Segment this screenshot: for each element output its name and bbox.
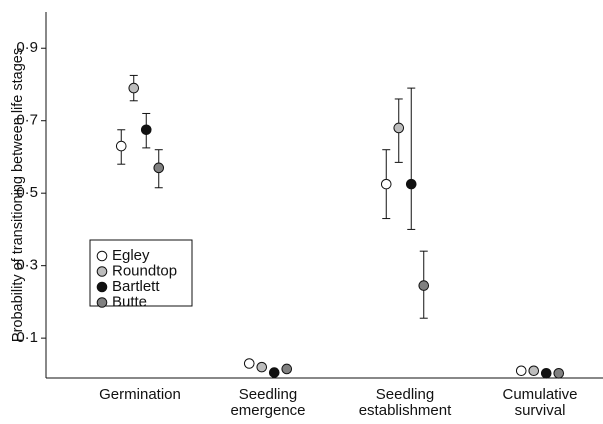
legend-label: Bartlett — [112, 278, 160, 295]
point — [540, 367, 552, 379]
x-tick-label: survival — [515, 402, 566, 419]
x-tick-label: emergence — [230, 402, 305, 419]
point — [256, 361, 268, 373]
legend-label: Butte — [112, 293, 147, 310]
x-tick-label: Cumulative — [502, 386, 577, 403]
point — [140, 124, 152, 136]
point — [380, 178, 392, 190]
legend-marker — [96, 281, 108, 293]
x-tick-label: Germination — [99, 386, 181, 403]
legend-marker — [96, 250, 108, 262]
point — [393, 122, 405, 134]
x-tick-label: Seedling — [239, 386, 297, 403]
y-tick-label: 0·1 — [16, 329, 38, 346]
y-tick-label: 0·7 — [16, 112, 38, 129]
legend-label: Roundtop — [112, 262, 177, 279]
x-tick-label: establishment — [359, 402, 452, 419]
legend-marker — [96, 297, 108, 308]
point — [553, 367, 565, 379]
y-tick-label: 0·3 — [16, 257, 38, 274]
point — [281, 363, 293, 375]
point — [268, 367, 280, 378]
x-tick-label: Seedling — [376, 386, 434, 403]
y-tick-label: 0·9 — [16, 39, 38, 56]
point — [418, 280, 430, 291]
point — [515, 365, 527, 377]
point — [153, 162, 165, 174]
y-tick-label: 0·5 — [16, 184, 38, 201]
point — [528, 365, 540, 377]
point — [405, 178, 417, 190]
point — [115, 140, 127, 152]
legend-marker — [96, 266, 108, 277]
y-axis-label: Probability of transitioning between lif… — [10, 48, 26, 342]
legend-label: Egley — [112, 247, 150, 264]
point — [128, 82, 140, 94]
point — [243, 358, 255, 369]
